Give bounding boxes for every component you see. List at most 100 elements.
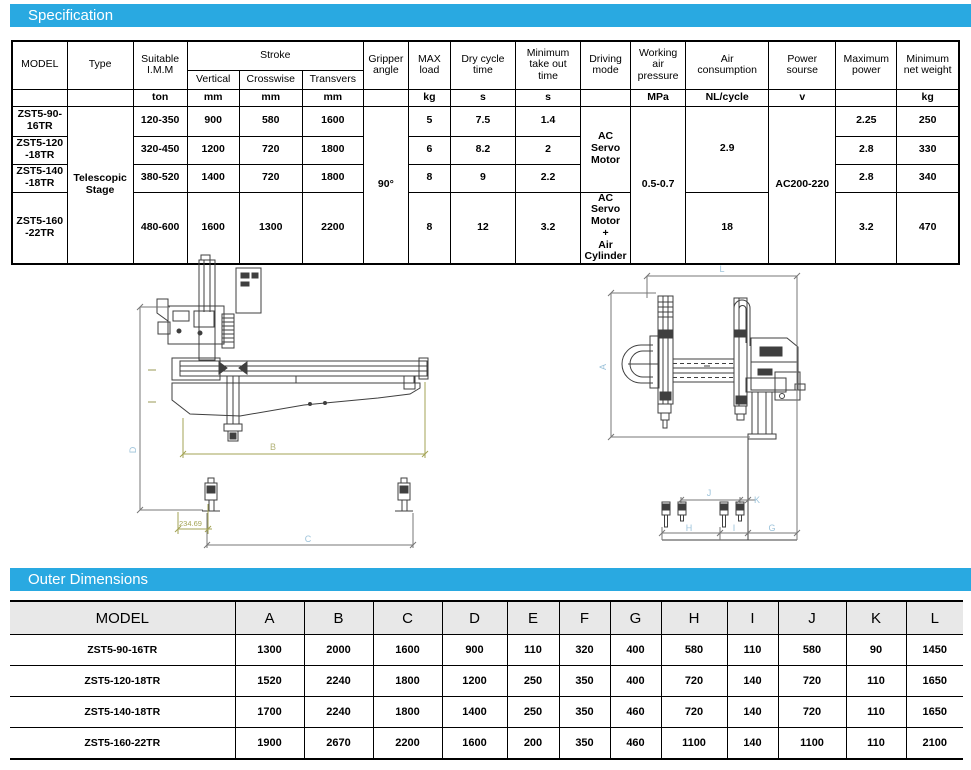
max-load-cell: 8 [407, 163, 451, 193]
unit-min-takeout: s [514, 88, 582, 107]
unit-model [11, 88, 68, 107]
table-row: ZST5-90-16TR 1300 2000 1600 900 110 320 … [10, 634, 963, 666]
dry-cycle-cell: 9 [449, 163, 516, 193]
dimension-234 [174, 504, 212, 534]
spec-header-row-2: Vertical Crosswise Transvers [12, 69, 959, 90]
dim-k: 110 [846, 727, 907, 760]
dimension-label-j: J [707, 488, 712, 498]
dim-b: 2240 [304, 696, 374, 728]
gripper-angle-cell: 90° [362, 105, 409, 265]
model-cell: ZST5-140 -18TR [11, 163, 68, 193]
dim-g: 460 [610, 696, 662, 728]
specification-table: MODEL Type Suitable I.M.M Stroke Gripper… [11, 40, 960, 265]
col-header-c: C [373, 601, 443, 635]
col-header-working-air-pressure: Working air pressure [630, 40, 687, 90]
specification-section-bar: Specification [10, 4, 971, 27]
type-cell: Telescopic Stage [66, 105, 134, 265]
dim-d: 1200 [442, 665, 508, 697]
dim-h: 720 [661, 665, 728, 697]
col-header-suitable-imm: Suitable I.M.M [132, 40, 188, 90]
dimension-label-i: I [733, 523, 736, 533]
dim-f: 320 [559, 634, 611, 666]
min-net-weight-cell: 340 [896, 163, 960, 193]
unit-gripper [362, 88, 409, 107]
dim-b: 2240 [304, 665, 374, 697]
col-header-l: L [906, 601, 963, 635]
col-header-stroke-vertical: Vertical [186, 69, 240, 90]
spec-header-row-1: MODEL Type Suitable I.M.M Stroke Gripper… [11, 40, 960, 90]
col-header-dry-cycle-time: Dry cycle time [449, 40, 516, 90]
col-header-a: A [235, 601, 305, 635]
dim-k: 90 [846, 634, 907, 666]
min-net-weight-cell: 470 [896, 191, 960, 265]
dim-l: 1450 [906, 634, 963, 666]
dim-l: 1650 [906, 665, 963, 697]
suitable-cell: 380-520 [132, 163, 188, 193]
min-takeout-cell: 2.2 [514, 163, 582, 193]
dim-j: 1100 [778, 727, 847, 760]
table-row: ZST5-120-18TR 1520 2240 1800 1200 250 35… [10, 665, 963, 697]
col-header-gripper-angle: Gripper angle [362, 40, 409, 90]
dimension-label-h: H [686, 523, 693, 533]
vertical-cell: 1200 [186, 135, 240, 165]
dimension-label-a: A [598, 364, 608, 370]
unit-working-air: MPa [630, 88, 687, 107]
dimension-A [607, 289, 750, 441]
col-header-i: I [727, 601, 779, 635]
dimension-label-k: K [754, 495, 760, 505]
col-header-driving-mode: Driving mode [580, 40, 632, 90]
model-cell: ZST5-160-22TR [10, 727, 236, 760]
table-row: ZST5-160 -22TR 480-600 1600 1300 2200 8 … [11, 191, 960, 265]
dim-e: 110 [507, 634, 560, 666]
suitable-cell: 120-350 [132, 105, 188, 137]
dim-a: 1900 [235, 727, 305, 760]
dim-j: 720 [778, 696, 847, 728]
col-header-b: B [304, 601, 374, 635]
vertical-cell: 900 [186, 105, 240, 137]
model-cell: ZST5-120 -18TR [11, 135, 68, 165]
feet [661, 501, 745, 528]
dim-e: 250 [507, 665, 560, 697]
dim-a: 1300 [235, 634, 305, 666]
col-header-power-source: Power sourse [768, 40, 837, 90]
col-header-stroke-transvers: Transvers [301, 69, 364, 90]
unit-power-source: v [768, 88, 837, 107]
unit-driving [580, 88, 632, 107]
dimension-HIG [658, 527, 801, 540]
dim-g: 400 [610, 634, 662, 666]
unit-suitable: ton [132, 88, 188, 107]
col-header-k: K [846, 601, 907, 635]
dim-l: 2100 [906, 727, 963, 760]
driving-mode-cell: AC Servo Motor + Air Cylinder [580, 191, 632, 265]
unit-max-load: kg [407, 88, 451, 107]
dim-g: 400 [610, 665, 662, 697]
min-takeout-cell: 3.2 [514, 191, 582, 265]
dim-b: 2670 [304, 727, 374, 760]
dimension-label-g: G [768, 523, 775, 533]
dry-cycle-cell: 8.2 [449, 135, 516, 165]
dim-b: 2000 [304, 634, 374, 666]
dim-i: 140 [727, 665, 779, 697]
crosswise-cell: 720 [238, 163, 303, 193]
dim-h: 580 [661, 634, 728, 666]
dim-e: 200 [507, 727, 560, 760]
col-header-e: E [507, 601, 560, 635]
outer-dimensions-title: Outer Dimensions [28, 571, 149, 588]
col-header-max-load: MAX load [407, 40, 451, 90]
unit-air-consumption: NL/cycle [685, 88, 770, 107]
col-header-f: F [559, 601, 611, 635]
air-consumption-cell: 18 [685, 191, 770, 265]
table-row: ZST5-90- 16TR Telescopic Stage 120-350 9… [11, 105, 960, 265]
transvers-cell: 1800 [301, 135, 364, 165]
dimension-D [136, 303, 203, 514]
dimension-J [677, 496, 756, 504]
dimension-label-l: L [719, 264, 724, 274]
dim-d: 1600 [442, 727, 508, 760]
outer-dimensions-section-bar: Outer Dimensions [10, 568, 971, 591]
unit-crosswise: mm [238, 88, 303, 107]
dim-d: 1400 [442, 696, 508, 728]
dim-c: 2200 [373, 727, 443, 760]
dim-j: 580 [778, 634, 847, 666]
unit-vertical: mm [186, 88, 240, 107]
unit-min-net-weight: kg [896, 88, 960, 107]
